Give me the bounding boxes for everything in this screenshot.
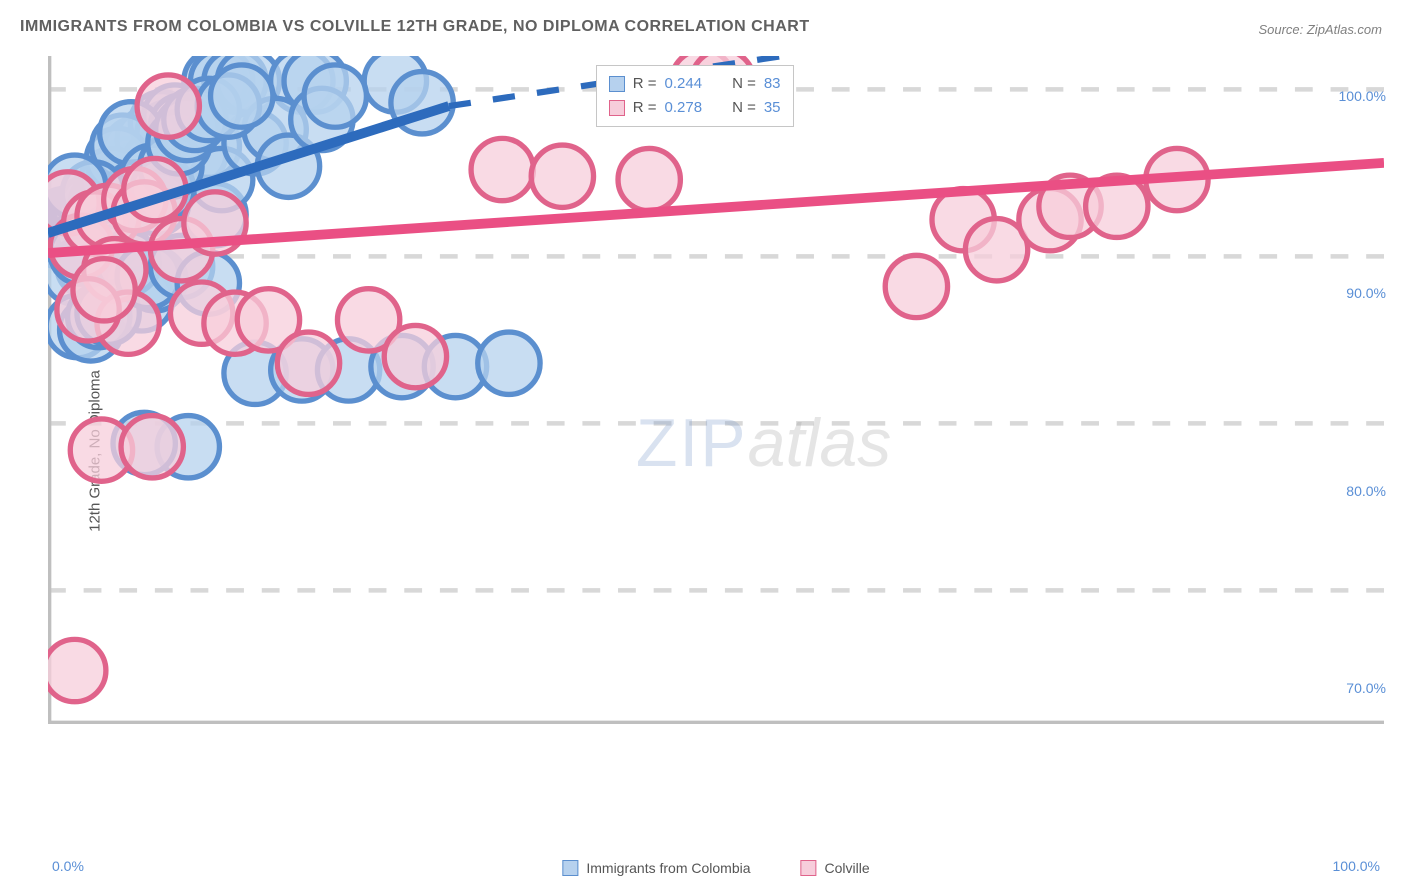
n-label: N = xyxy=(732,72,756,96)
scatter-plot xyxy=(48,56,1384,724)
y-tick-label: 90.0% xyxy=(1346,285,1386,301)
r-value: 0.244 xyxy=(665,72,703,96)
legend-item-colombia: Immigrants from Colombia xyxy=(562,860,750,876)
legend-label-colombia: Immigrants from Colombia xyxy=(586,860,750,876)
y-tick-label: 70.0% xyxy=(1346,680,1386,696)
correlation-legend-row: R = 0.244 N = 83 xyxy=(609,72,781,96)
n-label: N = xyxy=(732,96,756,120)
x-axis-max-label: 100.0% xyxy=(1333,858,1380,874)
chart-area: 12th Grade, No Diploma ZIPatlas R = 0.24… xyxy=(48,56,1384,846)
legend-item-colville: Colville xyxy=(801,860,870,876)
r-label: R = xyxy=(633,72,657,96)
r-value: 0.278 xyxy=(665,96,703,120)
chart-title: IMMIGRANTS FROM COLOMBIA VS COLVILLE 12T… xyxy=(20,18,810,36)
n-value: 83 xyxy=(764,72,781,96)
correlation-legend: R = 0.244 N = 83 R = 0.278 N = 35 xyxy=(596,65,794,127)
legend-swatch-colombia xyxy=(562,860,578,876)
source-prefix: Source: xyxy=(1258,22,1306,37)
legend-label-colville: Colville xyxy=(825,860,870,876)
r-label: R = xyxy=(633,96,657,120)
legend-swatch xyxy=(609,76,625,92)
n-value: 35 xyxy=(764,96,781,120)
legend-swatch xyxy=(609,100,625,116)
source-name: ZipAtlas.com xyxy=(1307,22,1382,37)
x-axis-min-label: 0.0% xyxy=(52,858,84,874)
source-attribution: Source: ZipAtlas.com xyxy=(1258,22,1382,37)
y-tick-label: 100.0% xyxy=(1339,88,1386,104)
series-legend: Immigrants from Colombia Colville xyxy=(562,860,869,876)
correlation-legend-row: R = 0.278 N = 35 xyxy=(609,96,781,120)
y-tick-label: 80.0% xyxy=(1346,483,1386,499)
legend-swatch-colville xyxy=(801,860,817,876)
